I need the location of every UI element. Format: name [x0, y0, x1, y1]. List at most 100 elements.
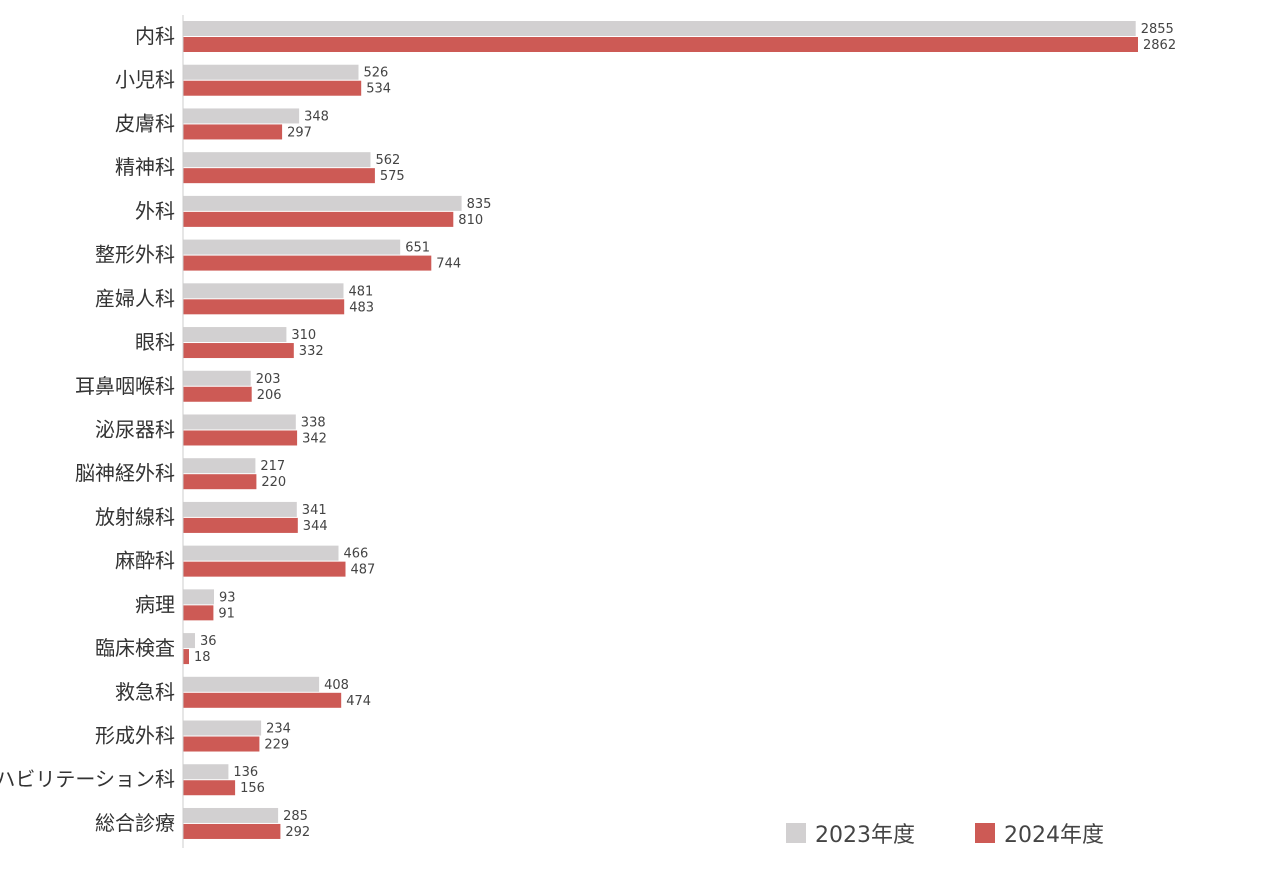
bar-2024 [183, 37, 1138, 52]
bar-2023 [183, 633, 195, 649]
bar-2024 [183, 343, 294, 359]
bar-2023 [183, 370, 251, 386]
bar-2024 [183, 823, 281, 839]
category-label: 救急科 [115, 680, 175, 704]
data-label-2023: 93 [219, 590, 236, 605]
data-label-2024: 332 [299, 344, 324, 359]
data-label-2023: 562 [376, 153, 401, 168]
legend-label-2024: 2024年度 [1004, 823, 1104, 848]
legend-swatch-2024 [975, 823, 995, 843]
data-label-2024: 206 [257, 388, 282, 403]
data-label-2023: 36 [200, 634, 217, 649]
category-label: 総合診療 [95, 811, 175, 835]
bar-2024 [183, 692, 342, 708]
data-label-2023: 466 [344, 547, 369, 562]
category-label: 整形外科 [95, 243, 175, 267]
data-label-2023: 651 [405, 241, 430, 256]
data-label-2023: 408 [324, 678, 349, 693]
legend: 2023年度 2024年度 [786, 823, 1104, 848]
bar-2024 [183, 124, 283, 140]
bar-2024 [183, 255, 432, 271]
data-label-2023: 234 [266, 722, 291, 737]
category-label: 放射線科 [95, 505, 175, 529]
category-label: 産婦人科 [95, 286, 175, 310]
data-label-2024: 2862 [1143, 38, 1176, 53]
bar-2024 [183, 386, 252, 402]
bar-2024 [183, 299, 345, 315]
bar-2024 [183, 474, 257, 490]
category-label: 眼科 [135, 330, 175, 354]
bar-2023 [183, 589, 214, 605]
category-label: 耳鼻咽喉科 [75, 374, 175, 398]
data-label-2023: 348 [304, 109, 329, 124]
bar-2023 [183, 458, 256, 474]
legend-label-2023: 2023年度 [815, 823, 915, 848]
bar-2023 [183, 152, 371, 168]
category-label: 内科 [135, 24, 175, 48]
bar-2024 [183, 430, 298, 446]
data-label-2023: 2855 [1141, 22, 1174, 37]
bar-2023 [183, 64, 359, 80]
data-label-2024: 297 [287, 125, 312, 140]
data-label-2024: 575 [380, 169, 405, 184]
category-label: 病理 [135, 592, 175, 616]
data-label-2023: 203 [256, 372, 281, 387]
data-label-2023: 136 [233, 765, 258, 780]
category-label: 臨床検査 [95, 636, 175, 660]
data-label-2023: 310 [291, 328, 316, 343]
bar-2023 [183, 108, 300, 124]
data-label-2024: 342 [302, 431, 327, 446]
bar-2023 [183, 195, 462, 211]
bar-2023 [183, 807, 279, 823]
bar-2024 [183, 605, 214, 621]
data-label-2023: 341 [302, 503, 327, 518]
bar-2024 [183, 517, 298, 533]
data-label-2023: 217 [260, 459, 285, 474]
bar-2024 [183, 736, 260, 752]
data-label-2024: 344 [303, 519, 328, 534]
legend-swatch-2023 [786, 823, 806, 843]
data-label-2023: 526 [364, 66, 389, 81]
bar-2023 [183, 414, 296, 430]
data-label-2024: 810 [458, 213, 483, 228]
bar-2024 [183, 649, 189, 665]
data-label-2024: 91 [218, 606, 235, 621]
category-label: 外科 [135, 199, 175, 223]
bar-2023 [183, 764, 229, 780]
category-label: 麻酔科 [115, 549, 175, 573]
category-label: 皮膚科 [115, 111, 175, 135]
data-label-2023: 481 [349, 284, 374, 299]
bar-2024 [183, 168, 375, 184]
data-label-2024: 744 [436, 257, 461, 272]
bar-2023 [183, 327, 287, 343]
bar-2023 [183, 501, 297, 517]
data-label-2023: 285 [283, 809, 308, 824]
bar-2023 [183, 545, 339, 561]
data-label-2024: 483 [349, 300, 374, 315]
category-label: 小児科 [115, 68, 175, 92]
bar-2024 [183, 780, 236, 796]
bar-2024 [183, 561, 346, 577]
bar-2024 [183, 211, 454, 227]
bar-2023 [183, 239, 401, 255]
data-label-2024: 156 [240, 781, 265, 796]
data-label-2024: 534 [366, 82, 391, 97]
data-label-2024: 220 [261, 475, 286, 490]
category-label: 泌尿器科 [95, 417, 175, 441]
bar-2023 [183, 720, 262, 736]
data-label-2023: 835 [467, 197, 492, 212]
data-label-2024: 474 [346, 694, 371, 709]
bar-2023 [183, 21, 1136, 36]
bar-2023 [183, 283, 344, 299]
data-label-2024: 292 [285, 825, 310, 840]
bar-2024 [183, 80, 362, 96]
category-label: 形成外科 [95, 724, 175, 748]
data-label-2024: 229 [264, 738, 289, 753]
bar-2023 [183, 676, 320, 692]
category-label: リハビリテーション科 [0, 767, 175, 791]
data-label-2024: 18 [194, 650, 211, 665]
data-label-2024: 487 [351, 563, 376, 578]
data-label-2023: 338 [301, 415, 326, 430]
